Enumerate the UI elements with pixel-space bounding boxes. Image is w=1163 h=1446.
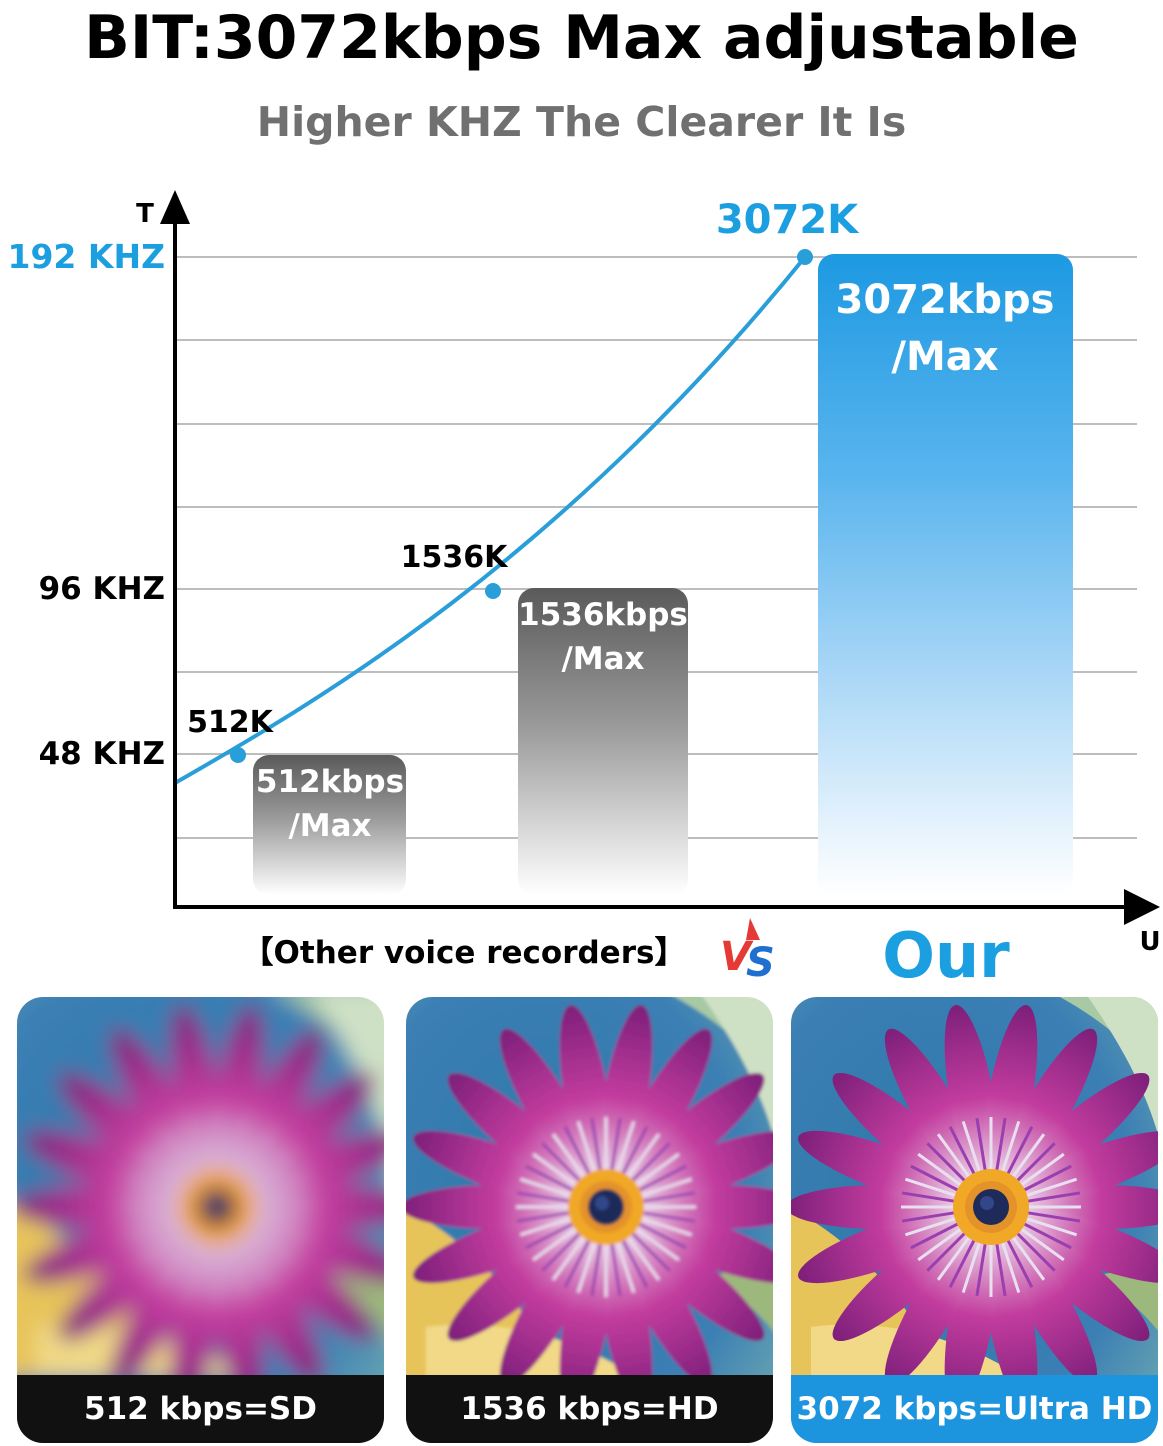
y-tick-label-96: 96 KHZ bbox=[39, 571, 165, 607]
bar-3072kbps bbox=[818, 254, 1073, 895]
panel-caption-sd: 512 kbps=SD bbox=[17, 1375, 384, 1443]
flower-image-sd bbox=[17, 997, 384, 1443]
curve: 512K 1536K 3072K bbox=[174, 197, 860, 785]
y-axis-letter: T bbox=[136, 199, 154, 229]
flower bbox=[17, 997, 384, 1443]
bitrate-chart: 512kbps/Max 1536kbps/Max 3072kbps/Max 512K… bbox=[8, 190, 1161, 992]
y-tick-label-192: 192 KHZ bbox=[8, 237, 166, 276]
panel-uhd: 3072 kbps=Ultra HD bbox=[791, 997, 1158, 1443]
page-title: BIT:3072kbps Max adjustable bbox=[84, 3, 1079, 73]
y-tick-label-48: 48 KHZ bbox=[39, 736, 165, 772]
panel-hd: 1536 kbps=HD bbox=[406, 997, 773, 1443]
bars: 512kbps/Max 1536kbps/Max 3072kbps/Max bbox=[253, 254, 1073, 895]
bar-512kbps bbox=[253, 755, 406, 895]
panel-caption-hd: 1536 kbps=HD bbox=[406, 1375, 773, 1443]
vs-letter-s: S bbox=[746, 940, 775, 986]
other-recorders-label: 【Other voice recorders】 bbox=[243, 935, 686, 971]
y-axis-arrow-icon bbox=[160, 190, 190, 224]
our-label: Our bbox=[882, 919, 1010, 992]
curve-point bbox=[485, 583, 501, 599]
trend-curve bbox=[174, 255, 807, 785]
x-axis-letter: U bbox=[1139, 927, 1160, 957]
curve-point-label: 3072K bbox=[716, 197, 860, 243]
flower-image-uhd bbox=[791, 997, 1158, 1443]
curve-point-label: 512K bbox=[187, 705, 275, 740]
bar-label: 3072kbps bbox=[835, 277, 1054, 323]
curve-point bbox=[797, 249, 813, 265]
bar-label-suffix: /Max bbox=[288, 808, 371, 844]
page-subtitle: Higher KHZ The Clearer It Is bbox=[256, 98, 907, 146]
bar-label-suffix: /Max bbox=[891, 334, 998, 380]
x-axis-arrow-icon bbox=[1124, 889, 1160, 925]
bar-label: 1536kbps bbox=[518, 597, 688, 633]
vs-icon: V S bbox=[720, 918, 775, 986]
curve-point-label: 1536K bbox=[401, 540, 509, 575]
bar-label-suffix: /Max bbox=[561, 641, 644, 677]
bar-1536kbps bbox=[518, 588, 688, 895]
bar-label: 512kbps bbox=[256, 764, 404, 800]
flower bbox=[791, 997, 1158, 1443]
panel-sd: 512 kbps=SD bbox=[17, 997, 384, 1443]
panel-caption-uhd: 3072 kbps=Ultra HD bbox=[791, 1375, 1158, 1443]
flower-image-hd bbox=[406, 997, 773, 1443]
vs-letter-v: V bbox=[720, 934, 754, 980]
flower bbox=[406, 997, 773, 1443]
curve-point bbox=[230, 747, 246, 763]
